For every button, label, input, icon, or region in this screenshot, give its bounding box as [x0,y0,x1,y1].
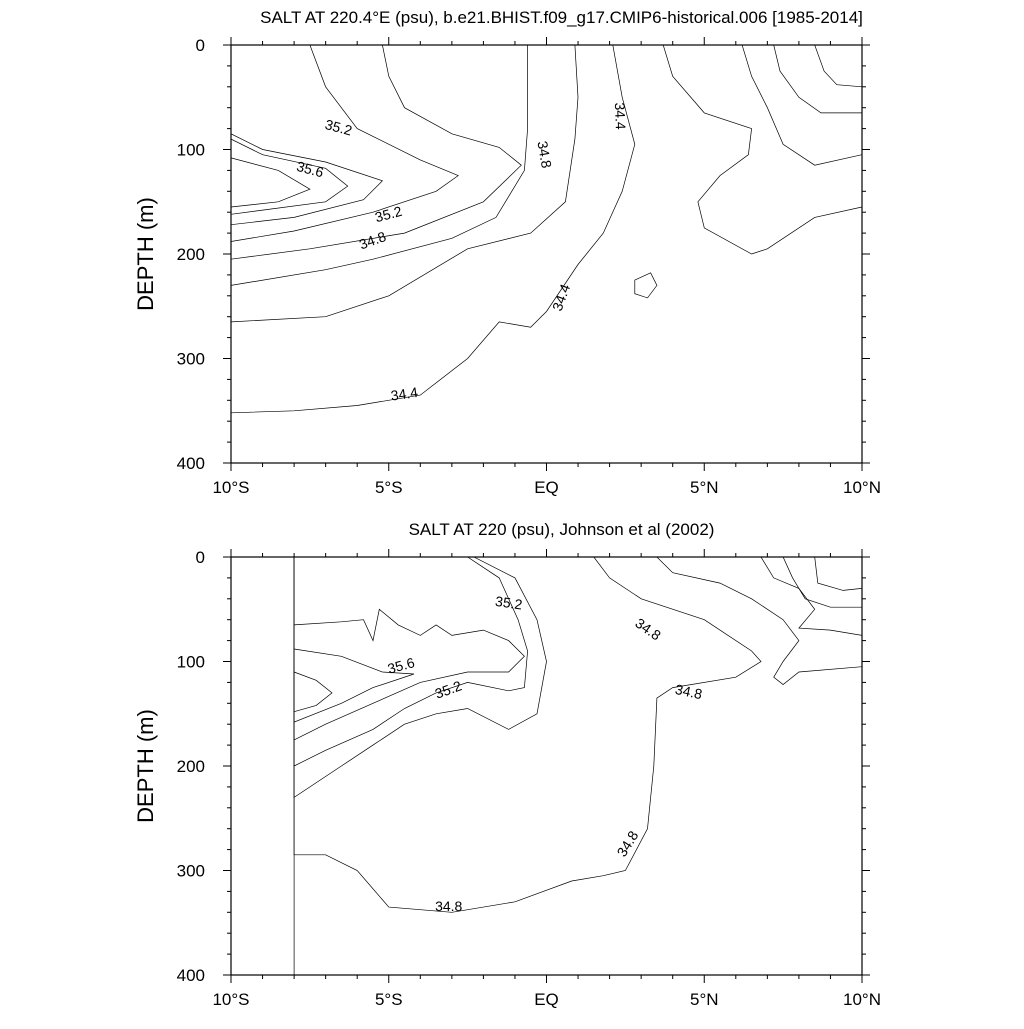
x-tick-label: 5°N [690,478,719,497]
salinity-fill-34.4-34.6 [231,45,636,414]
y-axis-label: DEPTH (m) [133,709,158,823]
salinity-fill-34.6-34.8 [231,45,579,323]
contour-label: 34.4 [390,384,419,404]
contour-label: 34.4 [549,282,573,313]
salinity-fill-35.2-35.4 [293,557,528,767]
y-tick-label: 300 [177,350,205,369]
salinity-fill-34.2-34.4 [782,557,862,608]
salinity-fill-35.8-36.0 [231,157,311,208]
x-tick-label: EQ [534,990,559,1009]
plot-frame [230,556,863,976]
contour-label: 35.2 [494,593,523,613]
salinity-fill-34.8-35.0 [293,557,762,913]
salinity-fill-34.4-34.6 [760,557,862,636]
x-tick-label: 5°S [375,990,403,1009]
contour-label: 34.8 [357,228,388,252]
contour-label: 35.2 [323,116,354,139]
x-tick-label: 10°N [843,478,881,497]
y-tick-label: 100 [177,141,205,160]
salinity-fill-35.0-35.2 [231,45,522,260]
salinity-fill-34.0-34.2 [814,557,862,591]
contour-label: 35.6 [386,654,417,677]
contour-label: 34.8 [534,140,555,170]
salinity-fill-34.6-34.8 [293,557,862,975]
contour-label: 35.6 [295,158,326,181]
plot-area: 35.2 35.6 35.2 34.8 34.8 34.8 34.8 [293,557,862,975]
y-tick-label: 200 [177,245,205,264]
plot-area: 35.235.635.234.834.434.834.434.4 [231,45,862,463]
panel-1: 35.235.635.234.834.434.834.434.410°S 5°S E… [133,8,881,497]
salinity-fill-35.0-35.2 [293,557,547,799]
y-axis-label: DEPTH (m) [133,197,158,311]
contour-label: 34.8 [632,615,664,644]
y-tick-label: 400 [177,454,205,473]
salinity-fill-33.6-33.8 [773,45,862,114]
salinity-fill-35.4-35.6 [231,45,384,226]
salinity-fill-35.6-35.8 [231,138,349,215]
salinity-fill-34.8-35.0 [231,45,528,286]
salinity-fill-35.8-36.0 [293,671,333,713]
y-tick-label: 400 [177,966,205,985]
contour-label: 34.8 [613,828,641,860]
y-tick-label: 100 [177,653,205,672]
y-tick-label: 200 [177,757,205,776]
panel-2: 35.2 35.6 35.2 34.8 34.8 34.8 34.8 10°S 5°S EQ 5°N… [133,520,881,1009]
x-tick-label: 5°S [375,478,403,497]
salinity-fill-33.8-34.0 [741,45,862,166]
salinity-fill-35.6-35.8 [293,648,415,723]
contour-label: 34.4 [612,102,629,130]
contour-label: 34.8 [674,681,704,702]
contour-label: 35.2 [433,677,464,701]
salinity-fill-33.4-33.6 [814,45,862,88]
salinity-fill-34.0-34.2 [662,45,862,255]
x-tick-label: EQ [534,478,559,497]
contour-label: 35.2 [373,203,404,226]
x-tick-label: 5°N [690,990,719,1009]
salinity-fill-34.6-34.8-north- [656,557,862,685]
y-tick-label: 300 [177,862,205,881]
contour-label: 34.8 [435,898,462,914]
x-tick-label: 10°N [843,990,881,1009]
x-tick-label: 10°S [212,990,249,1009]
chart-title: SALT AT 220.4°E (psu), b.e21.BHIST.f09_g… [260,8,863,27]
x-tick-label: 10°S [212,478,249,497]
salinity-fill-35.4-35.6 [293,608,525,741]
salinity-fill-island [634,272,658,299]
chart-title: SALT AT 220 (psu), Johnson et al (2002) [409,520,715,539]
salinity-fill-35.2-35.4 [231,45,459,242]
y-tick-label: 0 [196,548,205,567]
y-tick-label: 0 [196,36,205,55]
